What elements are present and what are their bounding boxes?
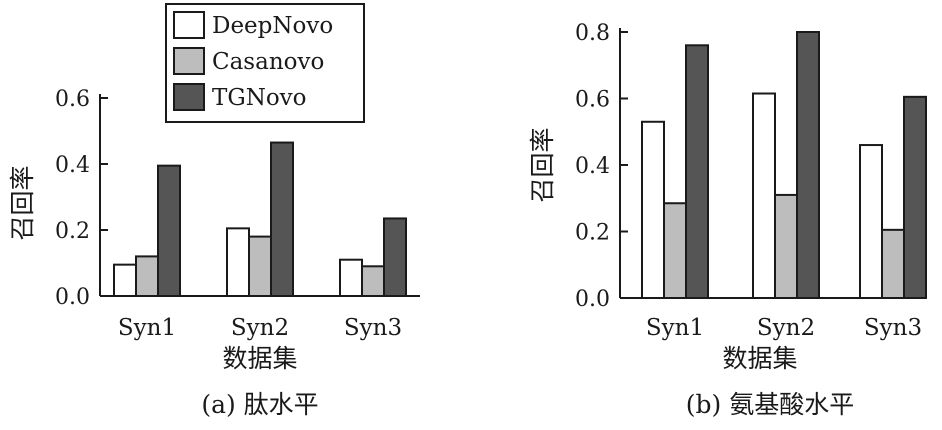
y-tick-label: 0.2 — [55, 219, 90, 244]
y-axis-title: 召回率 — [8, 165, 37, 240]
bar-tgnovo-syn2 — [270, 141, 294, 297]
bar-casanovo-syn1 — [663, 202, 687, 299]
bar-deepnovo-syn2 — [752, 92, 776, 299]
legend-swatch-tgnovo — [173, 83, 205, 111]
y-tick-label: 0.8 — [575, 21, 610, 46]
bar-deepnovo-syn1 — [641, 120, 665, 300]
panel-caption: (b) 氨基酸水平 — [686, 390, 854, 419]
bar-casanovo-syn3 — [361, 265, 385, 297]
bar-casanovo-syn2 — [774, 193, 798, 299]
y-tick-label: 0.6 — [55, 87, 90, 112]
x-tick-label: Syn1 — [118, 315, 176, 341]
y-tick-label: 0.4 — [55, 153, 90, 178]
x-tick-label: Syn2 — [231, 315, 289, 341]
x-tick-label: Syn3 — [864, 315, 922, 341]
x-tick-label: Syn3 — [344, 315, 402, 341]
bar-tgnovo-syn1 — [685, 44, 709, 299]
x-tick-label: Syn1 — [646, 315, 704, 341]
x-axis-title: 数据集 — [722, 344, 797, 373]
y-axis-title: 召回率 — [528, 127, 557, 202]
bar-tgnovo-syn1 — [157, 164, 181, 297]
bar-deepnovo-syn2 — [226, 227, 250, 298]
bar-tgnovo-syn3 — [383, 217, 407, 297]
x-tick-label: Syn2 — [757, 315, 815, 341]
bar-casanovo-syn2 — [248, 235, 272, 298]
legend-label-casanovo: Casanovo — [212, 49, 324, 75]
x-axis-title: 数据集 — [222, 344, 297, 373]
y-tick-label: 0.0 — [55, 285, 90, 310]
bar-deepnovo-syn1 — [113, 263, 137, 297]
y-tick-label: 0.6 — [575, 88, 610, 113]
bar-casanovo-syn1 — [135, 255, 159, 297]
bar-tgnovo-syn2 — [796, 31, 820, 299]
y-tick-label: 0.0 — [575, 287, 610, 312]
legend-label-deepnovo: DeepNovo — [212, 13, 333, 39]
legend-swatch-deepnovo — [173, 11, 205, 39]
y-tick-label: 0.4 — [575, 154, 610, 179]
legend-label-tgnovo: TGNovo — [212, 85, 307, 111]
panel-caption: (a) 肽水平 — [201, 390, 318, 419]
bar-tgnovo-syn3 — [903, 95, 927, 300]
bar-deepnovo-syn3 — [339, 258, 363, 298]
bar-casanovo-syn3 — [881, 228, 905, 299]
bar-deepnovo-syn3 — [859, 144, 883, 299]
y-tick-label: 0.2 — [575, 221, 610, 246]
legend-swatch-casanovo — [173, 47, 205, 75]
legend: DeepNovo Casanovo TGNovo — [165, 3, 365, 123]
